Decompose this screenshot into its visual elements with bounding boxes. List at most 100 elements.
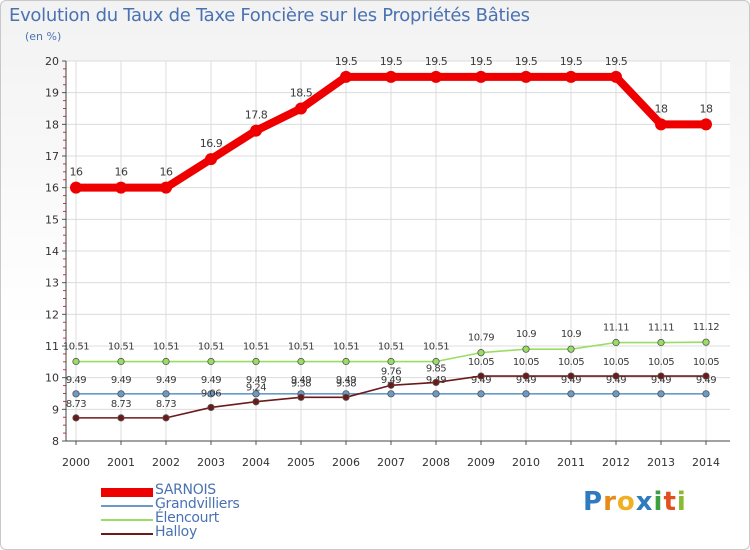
y-tick-label: 10 xyxy=(45,372,59,385)
data-point--lencourt xyxy=(657,338,665,347)
data-point-grandvilliers xyxy=(477,390,485,398)
data-point-grandvilliers xyxy=(117,390,125,398)
data-label-halloy: 9.76 xyxy=(381,366,401,377)
data-point-grandvilliers xyxy=(72,390,80,398)
data-label-sarnois: 16 xyxy=(115,166,128,179)
data-point-sarnois xyxy=(700,118,712,131)
data-label--lencourt: 11.11 xyxy=(603,323,629,334)
data-point-sarnois xyxy=(430,70,442,83)
data-label-halloy: 9.38 xyxy=(336,378,356,389)
data-point-halloy xyxy=(702,372,710,380)
x-tick-label: 2001 xyxy=(107,456,135,469)
data-label-grandvilliers: 9.49 xyxy=(696,375,716,386)
logo-letter: r xyxy=(603,487,617,517)
x-tick-label: 2008 xyxy=(422,456,450,469)
x-tick-label: 2006 xyxy=(332,456,360,469)
data-point-halloy xyxy=(342,393,350,401)
data-label-grandvilliers: 9.49 xyxy=(516,375,536,386)
data-label-halloy: 9.85 xyxy=(426,363,446,374)
logo-letter: x xyxy=(635,487,654,517)
data-label-halloy: 10.05 xyxy=(693,357,719,368)
y-tick-label: 20 xyxy=(45,55,59,68)
x-tick-label: 2005 xyxy=(287,456,315,469)
data-label-halloy: 9.38 xyxy=(291,378,311,389)
data-point-halloy xyxy=(297,393,305,401)
data-label--lencourt: 10.9 xyxy=(516,329,536,340)
data-label--lencourt: 10.9 xyxy=(561,329,581,340)
data-label-sarnois: 19.5 xyxy=(515,55,538,68)
data-point-sarnois xyxy=(655,118,667,131)
legend-label: Élencourt xyxy=(155,510,219,526)
data-point-grandvilliers xyxy=(387,390,395,398)
data-point-sarnois xyxy=(565,70,577,83)
data-point--lencourt xyxy=(477,349,485,357)
data-point-grandvilliers xyxy=(432,390,440,398)
data-label-grandvilliers: 9.49 xyxy=(246,375,266,386)
data-point-halloy xyxy=(72,414,80,422)
data-point-halloy xyxy=(432,378,440,387)
x-tick-label: 2012 xyxy=(602,456,630,469)
y-tick-label: 8 xyxy=(52,435,59,448)
data-label-sarnois: 19.5 xyxy=(425,55,448,68)
y-tick-label: 14 xyxy=(45,245,59,258)
x-tick-label: 2000 xyxy=(62,456,90,469)
x-tick-label: 2003 xyxy=(197,456,225,469)
y-unit-label: (en %) xyxy=(25,30,62,43)
data-point--lencourt xyxy=(297,357,305,366)
x-tick-label: 2011 xyxy=(557,456,585,469)
data-point--lencourt xyxy=(342,357,350,366)
data-point-sarnois xyxy=(250,124,262,137)
y-tick-label: 11 xyxy=(45,340,59,353)
x-tick-label: 2004 xyxy=(242,456,270,469)
data-point-halloy xyxy=(207,403,215,412)
legend-swatch xyxy=(101,505,153,507)
data-label-sarnois: 16.9 xyxy=(200,137,223,150)
data-point--lencourt xyxy=(72,357,80,366)
data-point-grandvilliers xyxy=(522,390,530,398)
legend-label: Grandvilliers xyxy=(155,496,240,512)
y-tick-label: 16 xyxy=(45,182,59,195)
data-label-sarnois: 16 xyxy=(160,166,173,179)
y-tick-label: 13 xyxy=(45,277,59,290)
legend-swatch xyxy=(101,519,153,521)
y-tick-label: 12 xyxy=(45,308,59,321)
data-label-sarnois: 16 xyxy=(70,166,83,179)
data-label-grandvilliers: 9.49 xyxy=(156,375,176,386)
data-point-sarnois xyxy=(70,181,82,194)
data-label-grandvilliers: 9.49 xyxy=(336,375,356,386)
data-point-sarnois xyxy=(385,70,397,83)
data-label-halloy: 10.05 xyxy=(558,357,584,368)
data-label--lencourt: 10.51 xyxy=(108,342,134,353)
proxiti-logo: Proxiti xyxy=(583,487,687,517)
data-point-grandvilliers xyxy=(702,390,710,398)
logo-letter: t xyxy=(663,487,677,517)
data-point-sarnois xyxy=(475,70,487,83)
data-label-grandvilliers: 9.49 xyxy=(651,375,671,386)
y-tick-label: 19 xyxy=(45,87,59,100)
y-tick-label: 15 xyxy=(45,213,59,226)
y-tick-label: 9 xyxy=(52,403,59,416)
data-point--lencourt xyxy=(117,357,125,366)
data-label-grandvilliers: 9.49 xyxy=(291,375,311,386)
data-point-sarnois xyxy=(340,70,352,83)
y-tick-label: 17 xyxy=(45,150,59,163)
data-label--lencourt: 10.51 xyxy=(378,342,404,353)
data-point--lencourt xyxy=(567,345,575,353)
data-label-halloy: 9.06 xyxy=(201,388,221,399)
x-tick-label: 2010 xyxy=(512,456,540,469)
data-label-sarnois: 19.5 xyxy=(605,55,628,68)
data-label--lencourt: 10.51 xyxy=(153,342,179,353)
logo-letter: P xyxy=(583,487,604,517)
data-point-halloy xyxy=(657,372,665,380)
data-label-halloy: 8.73 xyxy=(66,399,86,410)
data-label-sarnois: 17.8 xyxy=(245,109,268,122)
data-point--lencourt xyxy=(162,357,170,366)
data-point--lencourt xyxy=(612,338,620,347)
data-label-sarnois: 18.5 xyxy=(290,87,313,100)
data-point-halloy xyxy=(612,372,620,380)
data-label-halloy: 8.73 xyxy=(111,399,131,410)
data-label-halloy: 10.05 xyxy=(468,357,494,368)
data-label-grandvilliers: 9.49 xyxy=(561,375,581,386)
